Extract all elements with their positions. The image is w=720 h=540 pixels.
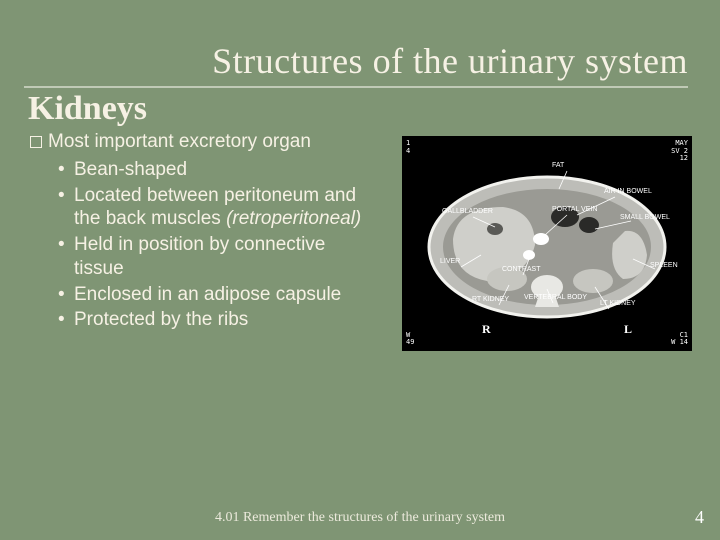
page-number: 4 (695, 507, 704, 528)
lead-line: Most important excretory organ (30, 130, 380, 154)
checkbox-icon (30, 136, 42, 148)
contrast-shape (523, 250, 535, 260)
list-item: Held in position by connective tissue (58, 233, 380, 281)
ct-scan-image: 1 4 MAY SV 2 12 W 49 C1 W 14 R L FAT AIR … (402, 136, 692, 351)
ct-annotation: AIR IN BOWEL (604, 188, 652, 195)
ct-annotation: VERTEBRAL BODY (524, 294, 587, 301)
portal-vein-shape (533, 233, 549, 245)
ct-annotation: CONTRAST (502, 266, 541, 273)
list-item: Located between peritoneum and the back … (58, 184, 380, 232)
ct-annotation: PORTAL VEIN (552, 206, 597, 213)
slide-title: Structures of the urinary system (28, 40, 688, 82)
air-bowel-shape2 (579, 217, 599, 233)
ct-r-label: R (482, 322, 491, 337)
ct-annotation: GALLBLADDER (442, 208, 493, 215)
ct-corner-tr: MAY SV 2 12 (671, 140, 688, 163)
bullet-text: Enclosed in an adipose capsule (74, 284, 341, 305)
ct-annotation: FAT (552, 162, 564, 169)
lead-text: Most important excretory organ (48, 131, 311, 152)
ct-annotation: SMALL BOWEL (620, 214, 670, 221)
text-column: Most important excretory organ Bean-shap… (28, 130, 388, 334)
title-underline (24, 86, 688, 88)
slide: Structures of the urinary system Kidneys… (0, 0, 720, 540)
ct-body-svg (417, 159, 677, 329)
bullet-list: Bean-shaped Located between peritoneum a… (58, 158, 380, 332)
content-row: Most important excretory organ Bean-shap… (28, 130, 692, 351)
bullet-text: Protected by the ribs (74, 309, 248, 330)
ct-l-label: L (624, 322, 632, 337)
bullet-text: Held in position by connective tissue (74, 234, 325, 279)
bullet-text: Bean-shaped (74, 159, 187, 180)
list-item: Enclosed in an adipose capsule (58, 283, 380, 307)
list-item: Protected by the ribs (58, 308, 380, 332)
slide-subheading: Kidneys (28, 90, 692, 128)
lt-kidney-shape (573, 269, 613, 293)
ct-annotation: LT KIDNEY (600, 300, 636, 307)
ct-corner-bl: W 49 (406, 332, 414, 347)
ct-annotation: SPLEEN (650, 262, 678, 269)
bullet-italic: (retroperitoneal) (226, 208, 361, 229)
list-item: Bean-shaped (58, 158, 380, 182)
ct-corner-br: C1 W 14 (671, 332, 688, 347)
ct-corner-tl: 1 4 (406, 140, 410, 155)
ct-annotation: LIVER (440, 258, 460, 265)
image-column: 1 4 MAY SV 2 12 W 49 C1 W 14 R L FAT AIR … (388, 130, 692, 351)
slide-footer: 4.01 Remember the structures of the urin… (0, 510, 720, 526)
ct-annotation: RT KIDNEY (472, 296, 509, 303)
